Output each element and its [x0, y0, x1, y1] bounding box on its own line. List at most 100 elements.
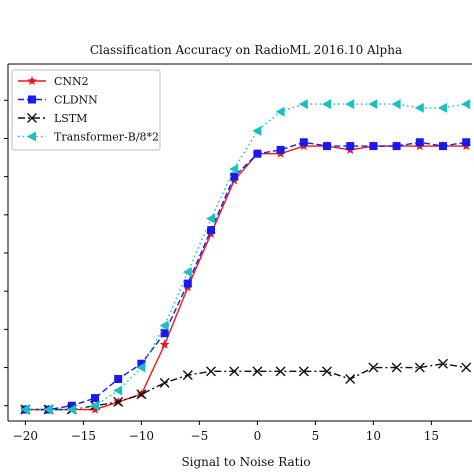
series-3-point [66, 404, 76, 415]
legend-label: CLDNN [54, 94, 98, 107]
series-1-point [253, 149, 262, 158]
series-2-point [461, 362, 472, 373]
series-2-point [438, 358, 448, 369]
series-3 [20, 99, 471, 415]
series-1-point [183, 279, 192, 288]
x-tick-label: 0 [254, 429, 262, 443]
series-2-point [113, 396, 124, 407]
series-1-line [25, 141, 467, 411]
series-3-point [414, 102, 424, 113]
series-2-point-stroke [461, 362, 472, 373]
legend-marker [27, 76, 37, 86]
series-3-point [182, 267, 192, 278]
x-tick-label: 5 [312, 429, 320, 443]
series-1-point [114, 375, 123, 383]
series-2-point-stroke [414, 362, 425, 373]
series-2-point [368, 362, 379, 373]
series-0 [20, 141, 471, 414]
series-2 [20, 358, 472, 415]
series-3-point [345, 99, 355, 110]
series-3-point [136, 362, 146, 373]
series-2-point-stroke [206, 366, 216, 377]
series-3-point [368, 99, 378, 110]
chart-title: Classification Accuracy on RadioML 2016.… [90, 43, 402, 57]
x-tick-label: −10 [129, 429, 154, 443]
series-2-point-stroke [438, 358, 448, 369]
series-2-point [391, 362, 402, 373]
x-tick-label: −15 [71, 429, 96, 443]
series-3-point [20, 404, 30, 415]
series-2-line [25, 363, 467, 411]
series-2-point-stroke [229, 366, 240, 377]
series-2-point-stroke [391, 362, 402, 373]
series-2-point [159, 377, 170, 388]
series-1-point [160, 329, 169, 338]
legend-entry-2: LSTM [18, 112, 87, 125]
series-1-point [230, 172, 239, 181]
series-3-point [298, 99, 308, 110]
series-0-point [159, 339, 170, 349]
series-3-point [159, 320, 169, 331]
series-1-point [299, 138, 308, 147]
series-2-point [252, 366, 263, 377]
plot-area [20, 99, 472, 415]
series-3-point [113, 385, 123, 396]
series-2-point [275, 366, 286, 377]
series-2-point-stroke [275, 366, 286, 377]
x-tick-label: −5 [191, 429, 209, 443]
series-0-line [25, 145, 467, 411]
series-1-point [369, 142, 378, 151]
series-2-point [322, 366, 332, 377]
series-1-point [137, 359, 146, 368]
series-0-point [90, 404, 100, 414]
legend-entry-1: CLDNN [18, 94, 98, 107]
legend-label: CNN2 [54, 75, 89, 88]
series-3-point [461, 99, 471, 110]
series-1 [21, 138, 471, 414]
series-1-point [346, 142, 355, 151]
series-2-point [414, 362, 425, 373]
series-1-point [462, 138, 471, 147]
series-2-point [182, 370, 193, 381]
series-1-point [67, 401, 76, 410]
series-2-point-stroke [345, 374, 356, 384]
series-2-point [136, 389, 147, 400]
x-tick-label: 15 [424, 429, 439, 443]
series-3-point [275, 106, 285, 117]
legend-entry-3: Transformer-B/8*2 [18, 131, 159, 144]
series-2-point [229, 366, 240, 377]
legend-marker-stroke [27, 113, 37, 123]
series-1-point [207, 226, 215, 235]
series-1-point [91, 394, 99, 403]
series-3-point [229, 164, 239, 174]
legend-label: Transformer-B/8*2 [54, 131, 159, 144]
series-3-point [322, 99, 331, 110]
legend-marker [27, 131, 36, 142]
series-1-point [276, 145, 285, 154]
series-2-point [345, 374, 356, 384]
series-2-point-stroke [322, 366, 332, 377]
legend-box [11, 69, 161, 151]
x-tick-label: −20 [13, 429, 38, 443]
series-3-point [438, 102, 447, 113]
series-3-point [252, 125, 262, 136]
series-1-point [439, 142, 447, 151]
legend-entry-0: CNN2 [18, 75, 89, 88]
series-3-point [391, 99, 401, 110]
series-2-point [298, 366, 309, 377]
series-1-point [323, 142, 331, 151]
series-2-point-stroke [252, 366, 263, 377]
series-2-point [206, 366, 216, 377]
series-2-point-stroke [182, 370, 193, 381]
series-2-point-stroke [368, 362, 379, 373]
series-2-point-stroke [159, 377, 170, 388]
legend-label: LSTM [54, 112, 87, 125]
axes: −20 −15 −10 −5 0 5 10 15 [4, 63, 472, 443]
legend: CNN2 CLDNN LSTM Transformer-B/8*2 [11, 69, 161, 151]
series-3-point [90, 400, 99, 411]
x-tick-label: 10 [366, 429, 381, 443]
series-3-point [43, 404, 53, 415]
legend-marker [27, 113, 37, 123]
series-2-point-stroke [298, 366, 309, 377]
